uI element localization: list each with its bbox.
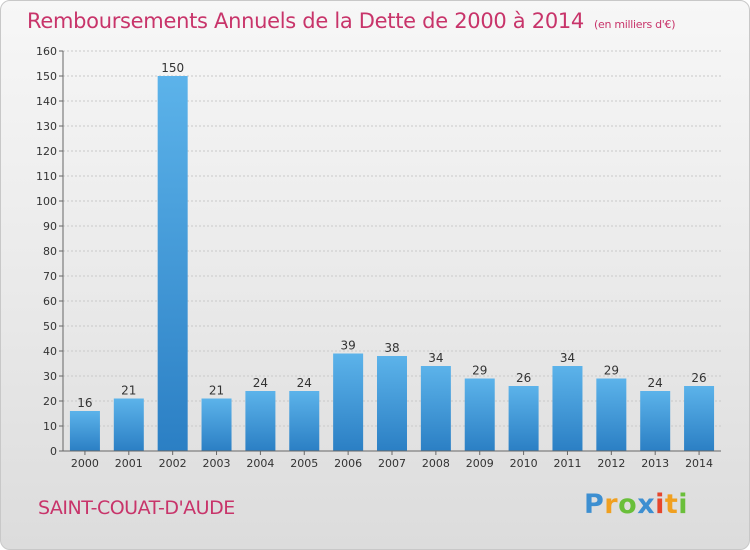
y-tick-label: 130 [36,120,57,133]
data-label: 29 [472,364,487,378]
x-tick-label: 2014 [685,457,713,470]
data-label: 24 [297,376,312,390]
y-tick-label: 20 [43,395,57,408]
bar-2011 [552,366,583,451]
x-tick-label: 2012 [597,457,625,470]
commune-name: SAINT-COUAT-D'AUDE [38,497,235,519]
data-label: 21 [209,384,224,398]
data-label: 150 [161,61,184,75]
chart-title-text: Remboursements Annuels de la Dette de 20… [27,9,584,33]
y-tick-label: 0 [50,445,57,458]
bar-2001 [113,398,144,451]
y-tick-label: 30 [43,370,57,383]
y-tick-label: 120 [36,145,57,158]
x-tick-label: 2013 [641,457,669,470]
bar-2010 [508,386,539,451]
data-label: 26 [516,371,531,385]
chart-title: Remboursements Annuels de la Dette de 20… [27,9,675,33]
x-tick-label: 2005 [290,457,318,470]
x-tick-label: 2001 [115,457,143,470]
y-tick-label: 160 [36,45,57,58]
y-tick-label: 110 [36,170,57,183]
axis-layer: 0 10 20 30 40 50 60 70 80 90 100 110 120 130 140 150 160… [36,45,721,470]
y-tick-label: 40 [43,345,57,358]
data-label: 29 [604,364,619,378]
y-tick-label: 70 [43,270,57,283]
chart-subtitle: (en milliers d'€) [594,18,676,31]
data-label: 39 [340,339,355,353]
x-tick-label: 2002 [159,457,187,470]
label-layer: 16 21 150 21 24 24 39 38 34 29 26 34 29 24 26 [77,61,706,410]
x-tick-label: 2003 [203,457,231,470]
bar-2000 [69,411,100,451]
bar-2013 [640,391,671,451]
x-tick-label: 2009 [466,457,494,470]
x-tick-label: 2004 [246,457,274,470]
proxiti-logo: Proxiti [584,489,689,520]
bar-2003 [201,398,232,451]
bar-2014 [684,386,715,451]
data-label: 16 [77,396,92,410]
y-tick-label: 10 [43,420,57,433]
bar-2004 [245,391,276,451]
bar-2005 [289,391,320,451]
bar-2007 [377,356,407,451]
x-tick-label: 2011 [553,457,581,470]
bar-2002 [157,76,188,451]
x-tick-label: 2008 [422,457,450,470]
bar-2008 [420,366,451,451]
y-tick-label: 100 [36,195,57,208]
data-label: 26 [691,371,706,385]
y-tick-label: 150 [36,70,57,83]
bar-2012 [596,378,627,451]
data-label: 34 [560,351,575,365]
bar-layer [69,76,715,451]
y-tick-label: 80 [43,245,57,258]
y-tick-label: 90 [43,220,57,233]
y-tick-label: 60 [43,295,57,308]
bar-2006 [333,353,364,451]
x-tick-label: 2000 [71,457,99,470]
x-tick-label: 2007 [378,457,406,470]
x-tick-label: 2010 [510,457,538,470]
y-tick-label: 140 [36,95,57,108]
y-tick-label: 50 [43,320,57,333]
data-label: 34 [428,351,443,365]
bar-2009 [464,378,495,451]
data-label: 24 [648,376,663,390]
x-tick-label: 2006 [334,457,362,470]
data-label: 38 [384,341,399,355]
data-label: 21 [121,384,136,398]
data-label: 24 [253,376,268,390]
